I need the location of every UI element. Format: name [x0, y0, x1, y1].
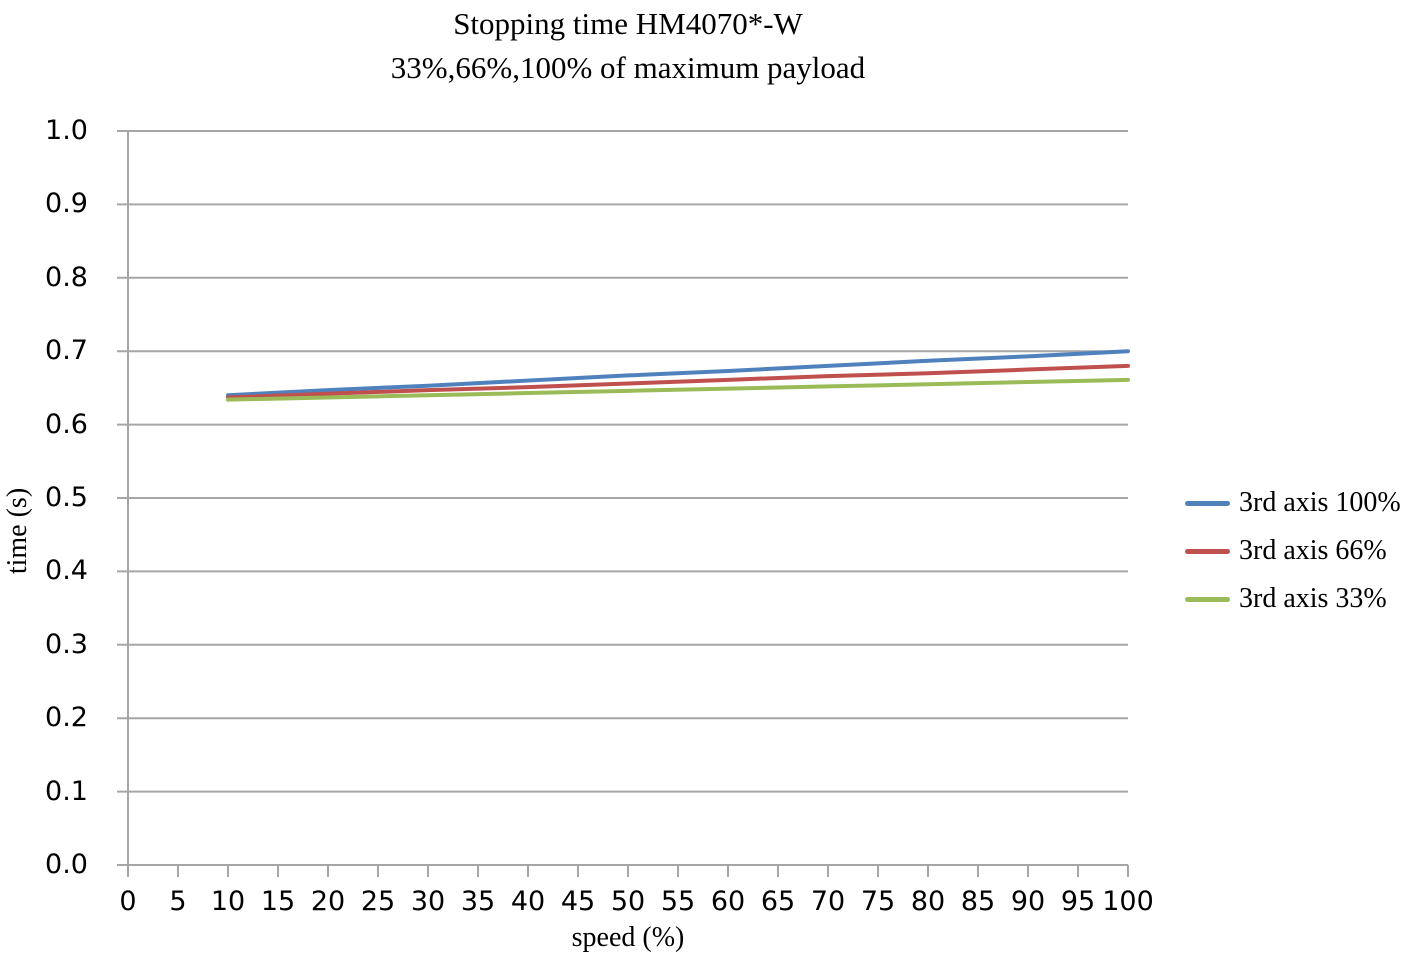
- x-tick-label-95: 95: [1060, 886, 1096, 917]
- y-tick-label-0.6: 0.6: [45, 408, 88, 440]
- x-tick-label-100: 100: [1102, 886, 1154, 917]
- x-tick-label-90: 90: [1010, 886, 1046, 917]
- y-tick-label-1.0: 1.0: [45, 115, 88, 146]
- x-tick-label-50: 50: [610, 886, 646, 917]
- legend-line-swatch-blue: [1185, 500, 1230, 506]
- x-tick-label-0: 0: [119, 886, 137, 917]
- legend-label: 3rd axis 33%: [1239, 583, 1387, 614]
- y-tick-label-0.0: 0.0: [45, 849, 88, 880]
- y-axis-title: time (s): [2, 487, 33, 575]
- y-tick-label-0.1: 0.1: [45, 775, 88, 807]
- legend-item-33: 3rd axis 33%: [1185, 581, 1387, 617]
- x-tick-label-15: 15: [260, 886, 296, 917]
- y-tick-label-0.3: 0.3: [45, 628, 88, 660]
- x-tick-label-80: 80: [910, 886, 946, 917]
- x-tick-label-85: 85: [960, 886, 996, 917]
- x-tick-label-25: 25: [360, 886, 396, 917]
- x-tick-label-20: 20: [310, 886, 346, 917]
- legend-label: 3rd axis 100%: [1239, 487, 1401, 518]
- x-tick-label-30: 30: [410, 886, 446, 917]
- y-tick-label-0.7: 0.7: [45, 335, 88, 367]
- series-line-0: [226, 349, 1130, 398]
- x-tick-label-60: 60: [710, 886, 746, 917]
- y-tick-label-0.2: 0.2: [45, 702, 88, 734]
- x-tick-label-40: 40: [510, 886, 546, 917]
- y-tick-label-0.8: 0.8: [45, 261, 88, 293]
- legend-label: 3rd axis 66%: [1239, 535, 1387, 566]
- legend-item-66: 3rd axis 66%: [1185, 533, 1387, 569]
- series-line-2: [226, 377, 1130, 402]
- x-tick-label-70: 70: [810, 886, 846, 917]
- legend-item-100: 3rd axis 100%: [1185, 485, 1401, 521]
- x-tick-label-45: 45: [560, 886, 596, 917]
- series-line-1: [226, 363, 1130, 400]
- x-tick-label-5: 5: [169, 886, 187, 917]
- x-tick-label-35: 35: [460, 886, 496, 917]
- chart-subtitle: 33%,66%,100% of maximum payload: [390, 50, 866, 85]
- chart-title: Stopping time HM4070*-W: [453, 6, 803, 41]
- x-tick-label-65: 65: [760, 886, 796, 917]
- x-tick-label-75: 75: [860, 886, 896, 917]
- y-tick-label-0.9: 0.9: [45, 188, 88, 220]
- legend-line-swatch-green: [1185, 596, 1230, 602]
- y-tick-label-0.4: 0.4: [45, 555, 88, 587]
- legend-line-swatch-red: [1185, 548, 1230, 554]
- x-tick-label-10: 10: [210, 886, 246, 917]
- x-axis-title: speed (%): [571, 922, 685, 953]
- x-tick-label-55: 55: [660, 886, 696, 917]
- y-tick-label-0.5: 0.5: [45, 482, 88, 513]
